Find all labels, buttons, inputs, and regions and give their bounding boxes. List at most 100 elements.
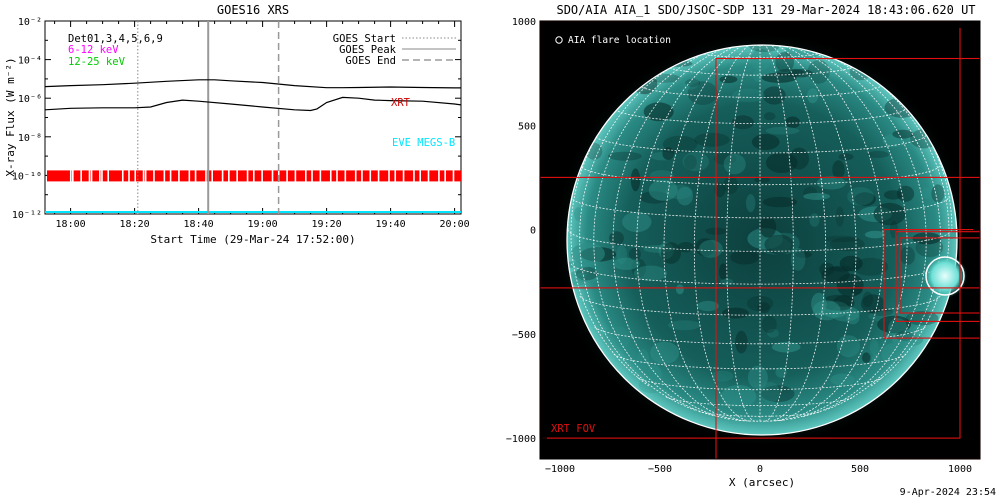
right-chart-title: SDO/AIA AIA_1 SDO/JSOC-SDP 131 29-Mar-20… <box>556 3 975 17</box>
right-x-axis-label: X (arcsec) <box>729 476 795 489</box>
eve-megs-b-label: EVE MEGS-B <box>392 137 455 149</box>
dark-patch <box>899 246 916 265</box>
dark-patch <box>832 160 845 180</box>
xrt-band-gap <box>72 169 74 183</box>
dark-patch <box>759 216 777 238</box>
disk-limb <box>566 44 958 436</box>
xrt-band-gap <box>99 169 101 183</box>
dark-patch <box>764 112 776 121</box>
bright-patch <box>920 187 935 199</box>
xrt-band-gap <box>452 169 455 183</box>
bright-patch <box>643 245 673 253</box>
y-tick-label: 10⁻⁶ <box>18 94 42 105</box>
xrt-band-gap <box>142 169 145 183</box>
bright-patch <box>830 373 855 386</box>
aia-image-panel: SDO/AIA AIA_1 SDO/JSOC-SDP 131 29-Mar-20… <box>506 3 981 489</box>
longitude-line <box>759 45 927 417</box>
latitude-line <box>594 326 926 345</box>
legend-12-25kev: 12-25 keV <box>68 56 126 68</box>
bright-patch <box>622 211 652 233</box>
xrt-band-gap <box>153 169 155 183</box>
bright-patch <box>732 88 765 103</box>
dark-patch <box>871 308 894 316</box>
bright-patch <box>675 284 684 295</box>
xrt-band-gap <box>271 169 274 183</box>
x-tick-label: 500 <box>851 464 869 475</box>
flare-glow <box>923 254 967 298</box>
bright-patch <box>747 365 768 389</box>
bright-patch <box>775 367 787 378</box>
xrt-label: XRT <box>391 97 411 109</box>
bright-patch <box>765 126 800 135</box>
xrt-fov-label: XRT FOV <box>551 423 596 435</box>
xrt-band-gap <box>311 169 313 183</box>
bright-patch <box>649 170 674 182</box>
bright-patch <box>711 370 734 382</box>
bright-patch <box>892 333 923 347</box>
bright-patch <box>668 320 701 331</box>
dark-patch <box>719 263 728 280</box>
longitude-line <box>593 45 761 417</box>
dark-patch <box>862 291 874 308</box>
left-x-axis-label: Start Time (29-Mar-24 17:52:00) <box>150 233 355 246</box>
dark-patch <box>892 129 914 139</box>
dark-patch <box>731 115 754 130</box>
legend-goes-peak: GOES Peak <box>339 44 397 56</box>
dark-patch <box>877 315 912 334</box>
dark-patch <box>754 177 771 183</box>
y-tick-label: 500 <box>518 121 536 132</box>
x-tick-label: 18:00 <box>56 219 86 230</box>
xrt-band-gap <box>305 169 307 183</box>
longitude-line <box>579 45 761 411</box>
legend-goes-start: GOES Start <box>333 33 396 45</box>
longitude-line <box>612 45 761 420</box>
bright-patch <box>811 292 827 315</box>
y-tick-label: −500 <box>512 330 536 341</box>
xrt-band-gap <box>329 169 332 183</box>
bright-patch <box>746 194 756 213</box>
left-chart-title: GOES16 XRS <box>217 3 289 17</box>
right-y-axis: 1000 500 0 −500 −1000 <box>506 17 980 445</box>
y-tick-label: 0 <box>530 226 536 237</box>
longitude-line <box>726 45 761 422</box>
dark-patch <box>761 72 797 83</box>
dark-patch <box>765 152 798 173</box>
xrt-band-gap <box>128 169 130 183</box>
xrt-band-gap <box>163 169 166 183</box>
longitude-line <box>570 45 761 387</box>
xrt-band-gap <box>88 169 91 183</box>
xrt-band-gap <box>388 169 390 183</box>
dark-patch <box>823 235 860 242</box>
disk-texture <box>567 45 957 408</box>
xrt-band-gap <box>205 169 207 183</box>
xrt-band-gap <box>377 169 380 183</box>
bright-patch <box>869 339 879 355</box>
xrt-band-gap <box>413 169 415 183</box>
dark-patch <box>854 192 876 207</box>
dark-patch <box>721 307 749 319</box>
bright-patch <box>836 335 861 358</box>
dark-patch <box>915 237 944 258</box>
dark-patch <box>836 273 864 297</box>
latitude-line <box>698 411 822 417</box>
legend-flare-symbol <box>555 36 563 44</box>
bright-patch <box>650 341 680 364</box>
bright-patch <box>616 245 628 265</box>
dark-patch <box>714 182 726 198</box>
bright-patch <box>567 270 588 286</box>
xrt-band-gap <box>194 169 197 183</box>
y-tick-label: 1000 <box>512 17 536 28</box>
dark-patch <box>762 196 798 208</box>
xrt-band-gap <box>228 169 230 183</box>
x-tick-label: 1000 <box>948 464 972 475</box>
left-y-axis: 10⁻² 10⁻⁴ 10⁻⁶ 10⁻⁸ 10⁻¹⁰ 10⁻¹² <box>12 17 461 221</box>
dark-patch <box>735 330 748 354</box>
bright-patch <box>676 186 694 206</box>
dark-patch <box>931 184 945 203</box>
xrt-band-gap <box>101 169 103 183</box>
xrt-band-gap <box>246 169 249 183</box>
dark-patch <box>795 251 812 258</box>
dark-patch <box>723 176 739 195</box>
xrt-band-gap <box>134 169 137 183</box>
dark-patch <box>695 238 715 257</box>
